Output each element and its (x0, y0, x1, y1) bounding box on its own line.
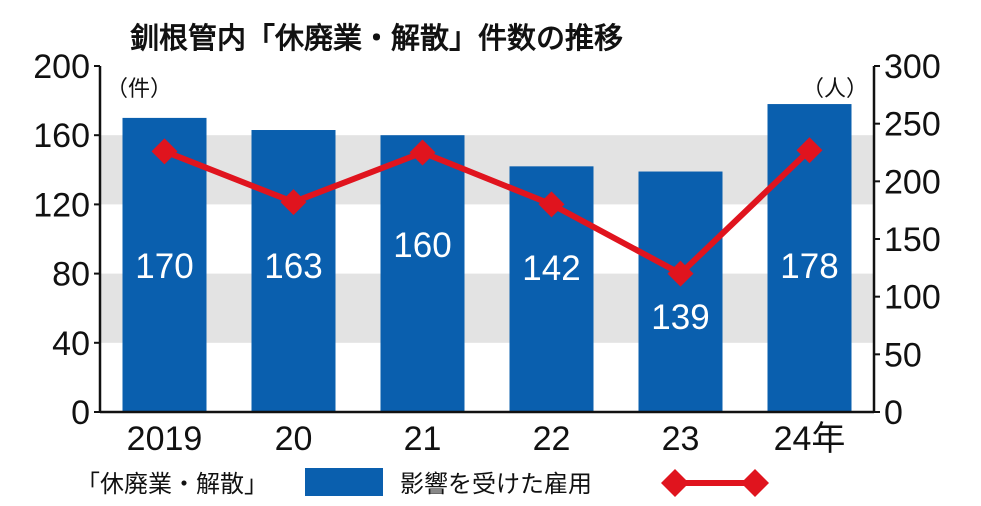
line-marker (796, 137, 823, 164)
series-line (163, 148, 812, 277)
bar-value-label: 139 (651, 298, 709, 337)
bar-value-label: 170 (135, 247, 193, 286)
x-ticks-group: 2019 20 21 22 23 24年 (127, 420, 846, 458)
right-tick-label: 100 (884, 279, 941, 317)
bar (638, 171, 723, 412)
chart-title: 釧根管内「休廃業・解散」件数の推移 (130, 21, 623, 55)
right-tick-label: 300 (884, 48, 941, 86)
legend-bar-label: 「休廃業・解散」 (76, 470, 268, 498)
x-tick-label: 23 (662, 420, 700, 458)
line-marker (151, 138, 178, 165)
x-tick-label: 22 (533, 420, 571, 458)
left-ticks-group: 0 40 80 120 160 200 (33, 48, 100, 432)
grid-band (100, 273, 874, 343)
left-tick-label: 80 (52, 256, 90, 294)
x-tick-label: 21 (404, 420, 442, 458)
left-tick-label: 160 (33, 117, 90, 155)
x-tick-label: 24年 (774, 420, 846, 458)
grid-band (100, 135, 874, 205)
bar (122, 117, 207, 413)
legend-bar-swatch (305, 468, 383, 496)
right-tick-label: 150 (884, 221, 941, 259)
bars-group (122, 104, 852, 413)
legend-line-label: 影響を受けた雇用 (400, 470, 592, 498)
legend-line-swatch (661, 469, 769, 497)
left-tick-label: 40 (52, 325, 90, 363)
legend: 「休廃業・解散」 影響を受けた雇用 (76, 468, 769, 498)
bar-value-label: 142 (522, 249, 580, 288)
right-tick-label: 200 (884, 163, 941, 201)
plot-bands (100, 135, 874, 343)
left-tick-label: 120 (33, 186, 90, 224)
right-tick-label: 50 (884, 336, 922, 374)
bar (380, 135, 465, 412)
x-tick-label: 2019 (127, 420, 203, 458)
right-tick-label: 250 (884, 106, 941, 144)
bar-labels-group: 170 163 160 142 139 178 (135, 226, 838, 337)
right-unit-label: （人） (802, 77, 868, 102)
x-tick-label: 20 (275, 420, 313, 458)
line-group (151, 137, 823, 287)
legend-line-marker-left (661, 469, 689, 497)
right-ticks-group: 0 50 100 150 200 250 300 (874, 48, 941, 432)
left-unit-label: （件） (106, 77, 172, 102)
line-marker (409, 139, 436, 166)
bar (251, 130, 336, 412)
line-marker (280, 189, 307, 216)
bar-value-label: 160 (393, 226, 451, 265)
right-tick-label: 0 (884, 394, 903, 432)
line-marker (667, 260, 694, 287)
legend-line-marker-right (741, 469, 769, 497)
bar-value-label: 163 (264, 247, 322, 286)
line-marker (538, 191, 565, 218)
left-tick-label: 0 (71, 394, 90, 432)
left-tick-label: 200 (33, 48, 90, 86)
bar-value-label: 178 (780, 247, 838, 286)
